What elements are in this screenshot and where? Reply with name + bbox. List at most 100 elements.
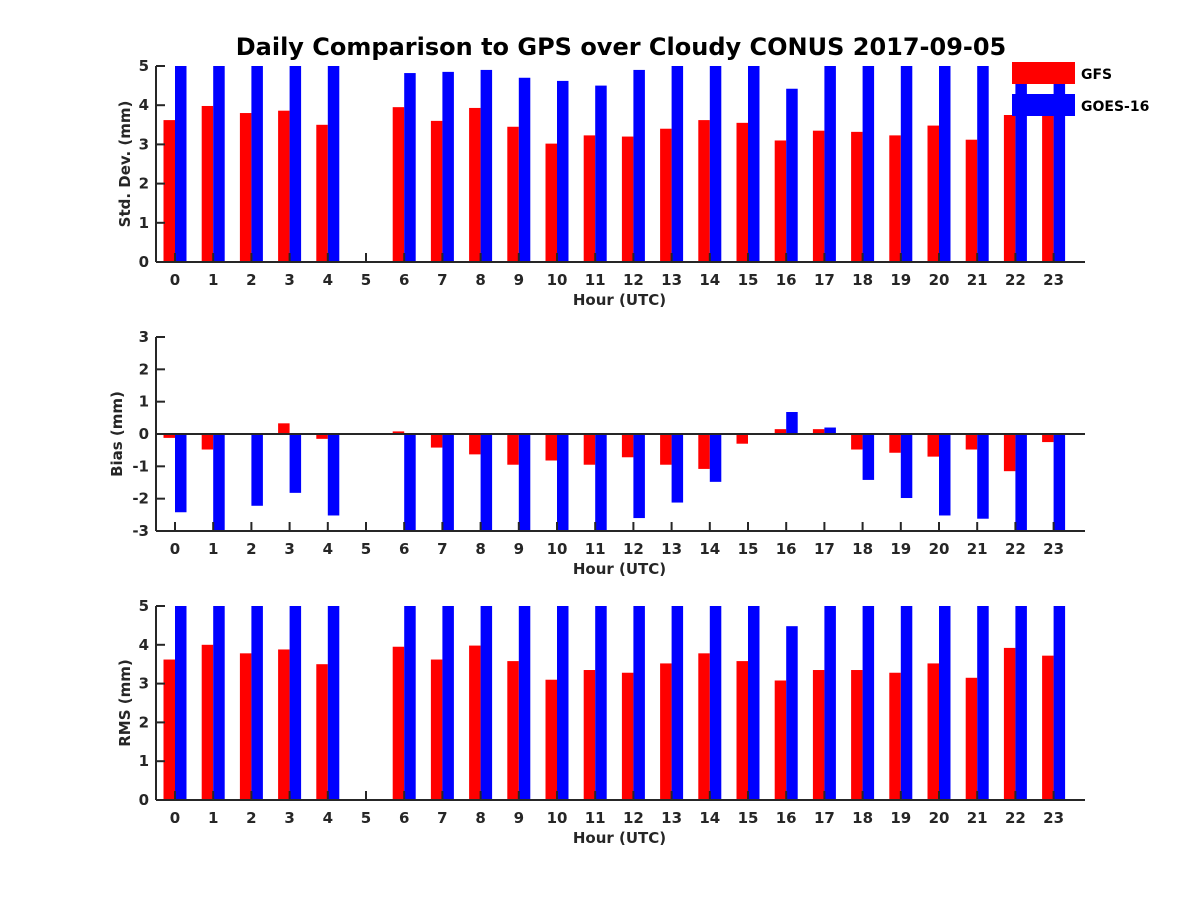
bar-gfs-hour-19 [889, 434, 901, 453]
bar-gfs-hour-22 [1003, 434, 1016, 472]
bar-gfs-hour-20 [927, 663, 939, 800]
bar-goes-16-hour-16 [786, 626, 798, 800]
bar-goes-16-hour-16 [786, 412, 798, 434]
bar-goes-16-hour-8 [480, 69, 493, 262]
bar-goes-16-hour-15 [748, 606, 760, 800]
x-tick-label: 1 [208, 809, 218, 827]
y-tick-label: -1 [132, 457, 149, 475]
bar-goes-16-hour-3 [289, 606, 302, 800]
bar-gfs-hour-13 [660, 434, 672, 465]
legend-swatch-gfs [1012, 62, 1075, 84]
y-axis-label: Bias (mm) [108, 391, 126, 477]
bar-goes-16-hour-4 [327, 66, 340, 262]
x-tick-label: 20 [929, 540, 950, 558]
bar-goes-16-hour-16 [786, 88, 798, 263]
bar-gfs-hour-0 [163, 120, 175, 262]
legend: GFS GOES-16 [1012, 62, 1149, 116]
x-tick-label: 16 [776, 540, 797, 558]
bar-goes-16-hour-1 [213, 434, 225, 531]
y-tick-label: 5 [139, 597, 149, 615]
bar-goes-16-hour-20 [939, 66, 951, 262]
x-tick-label: 22 [1005, 271, 1026, 289]
bar-goes-16-hour-4 [327, 434, 340, 516]
bar-goes-16-hour-23 [1053, 434, 1066, 531]
x-tick-label: 22 [1005, 540, 1026, 558]
x-tick-label: 6 [399, 271, 409, 289]
x-tick-label: 16 [776, 809, 797, 827]
bar-gfs-hour-18 [851, 434, 863, 450]
bar-goes-16-hour-8 [480, 606, 493, 800]
x-tick-label: 11 [585, 271, 606, 289]
x-tick-label: 10 [547, 809, 568, 827]
bar-goes-16-hour-15 [748, 66, 760, 262]
x-tick-label: 3 [284, 809, 294, 827]
bar-gfs-hour-13 [660, 663, 672, 800]
legend-label-gfs: GFS [1081, 67, 1112, 83]
bar-gfs-hour-16 [774, 140, 787, 262]
x-tick-label: 22 [1005, 809, 1026, 827]
x-tick-label: 18 [852, 540, 873, 558]
y-tick-label: 5 [139, 57, 149, 75]
bar-gfs-hour-20 [927, 125, 939, 262]
x-tick-label: 1 [208, 540, 218, 558]
bar-gfs-hour-17 [812, 130, 825, 262]
bar-goes-16-hour-2 [251, 66, 263, 262]
bar-gfs-hour-2 [239, 653, 252, 800]
bar-gfs-hour-23 [1042, 655, 1054, 800]
bar-gfs-hour-10 [545, 143, 557, 262]
bar-goes-16-hour-6 [404, 73, 416, 262]
bar-goes-16-hour-21 [977, 66, 989, 262]
x-tick-label: 19 [890, 271, 911, 289]
bar-gfs-hour-3 [278, 110, 290, 262]
x-tick-label: 0 [170, 271, 180, 289]
y-tick-label: 2 [139, 360, 149, 378]
bar-gfs-hour-14 [698, 120, 710, 262]
x-tick-label: 8 [475, 271, 485, 289]
x-tick-label: 23 [1043, 809, 1064, 827]
bar-gfs-hour-9 [507, 434, 519, 465]
x-tick-label: 14 [699, 809, 720, 827]
x-tick-label: 11 [585, 809, 606, 827]
bar-goes-16-hour-8 [480, 434, 493, 531]
y-tick-label: 0 [139, 791, 149, 809]
x-tick-label: 17 [814, 271, 835, 289]
x-tick-label: 8 [475, 809, 485, 827]
bar-gfs-hour-22 [1003, 647, 1016, 800]
x-tick-label: 2 [246, 540, 256, 558]
bar-goes-16-hour-21 [977, 606, 989, 800]
bar-goes-16-hour-10 [557, 80, 569, 263]
bar-goes-16-hour-7 [442, 71, 454, 262]
bar-gfs-hour-23 [1042, 113, 1054, 262]
x-tick-label: 20 [929, 809, 950, 827]
bar-gfs-hour-19 [889, 135, 901, 262]
y-tick-label: 2 [139, 175, 149, 193]
x-tick-label: 4 [323, 271, 333, 289]
x-tick-label: 15 [738, 540, 759, 558]
y-tick-label: 0 [139, 425, 149, 443]
bar-gfs-hour-19 [889, 672, 901, 800]
bar-goes-16-hour-12 [633, 434, 645, 519]
bar-goes-16-hour-21 [977, 434, 989, 519]
x-tick-label: 13 [661, 809, 682, 827]
bar-gfs-hour-9 [507, 126, 519, 262]
y-tick-label: 1 [139, 393, 149, 411]
bar-gfs-hour-16 [774, 680, 787, 800]
x-tick-label: 5 [361, 540, 371, 558]
bar-goes-16-hour-1 [213, 66, 225, 262]
legend-swatch-goes-16 [1012, 94, 1075, 116]
bar-goes-16-hour-11 [595, 85, 607, 262]
bar-gfs-hour-22 [1003, 115, 1016, 262]
bar-gfs-hour-4 [316, 434, 328, 439]
x-tick-label: 2 [246, 809, 256, 827]
bar-gfs-hour-6 [392, 107, 405, 262]
y-tick-label: 3 [139, 675, 149, 693]
bar-gfs-hour-12 [621, 672, 634, 800]
x-tick-label: 9 [514, 271, 524, 289]
bar-gfs-hour-18 [851, 670, 863, 800]
x-axis-label: Hour (UTC) [573, 829, 666, 847]
x-tick-label: 7 [437, 809, 447, 827]
x-tick-label: 3 [284, 271, 294, 289]
